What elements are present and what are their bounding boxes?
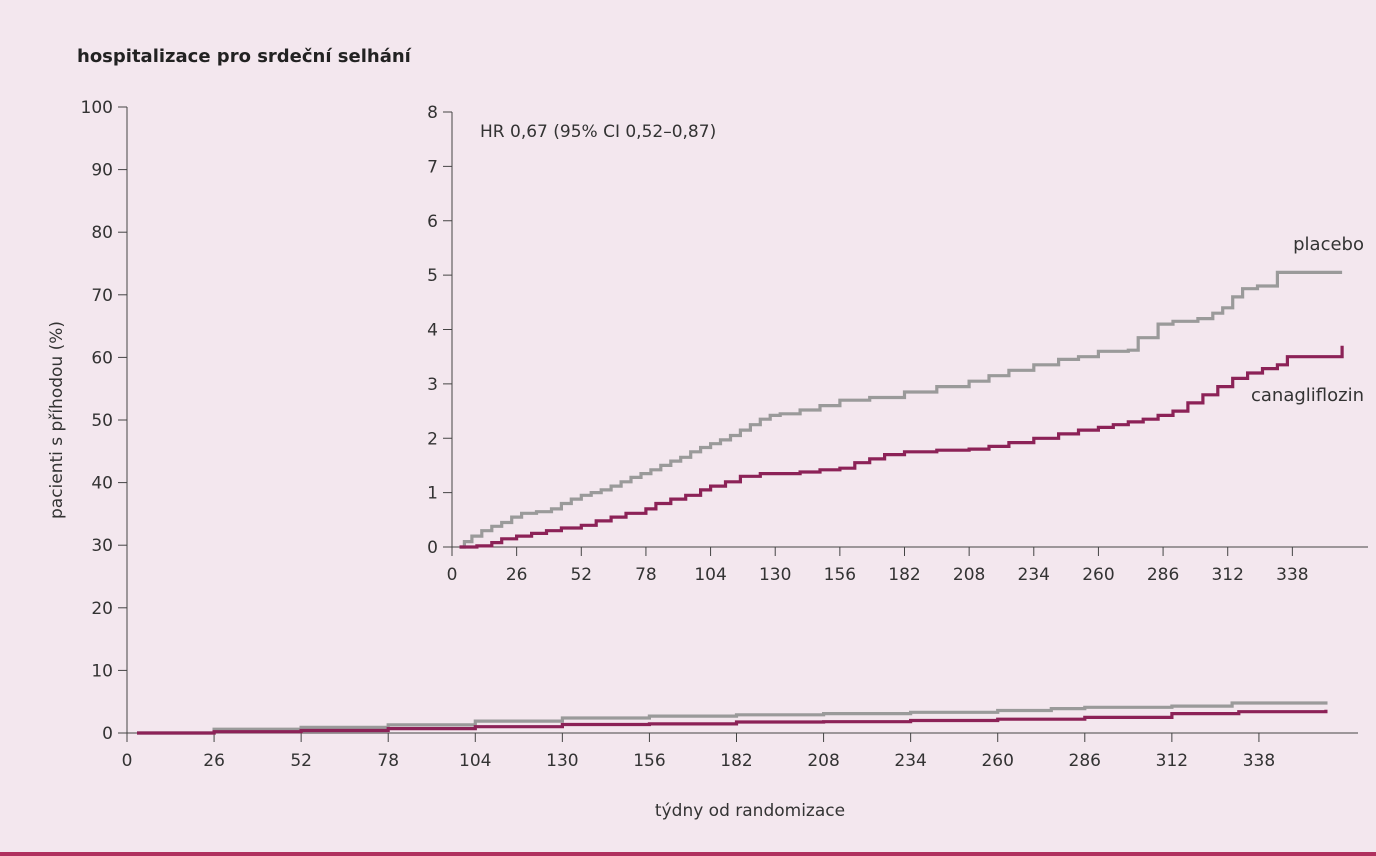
inset-series-placebo	[459, 270, 1343, 549]
inset-y-tick-label: 6	[427, 212, 438, 232]
inset-y-tick-label: 1	[427, 484, 438, 504]
main-x-tick-label: 130	[546, 751, 578, 771]
main-y-tick-label: 50	[91, 411, 113, 431]
inset-y-tick-label: 2	[427, 429, 438, 449]
inset-x-tick-label: 130	[759, 565, 791, 585]
legend-canagliflozin: canagliflozin	[1251, 385, 1364, 406]
main-x-tick-label: 0	[122, 751, 133, 771]
hazard-ratio-annotation: HR 0,67 (95% CI 0,52–0,87)	[480, 122, 716, 142]
main-x-tick-label: 156	[633, 751, 665, 771]
main-y-tick-label: 0	[102, 724, 113, 744]
inset-y-tick-label: 0	[427, 538, 438, 558]
main-y-tick-label: 30	[91, 536, 113, 556]
inset-y-tick-label: 8	[427, 103, 438, 123]
inset-x-tick-label: 208	[953, 565, 985, 585]
main-y-tick-label: 20	[91, 599, 113, 619]
inset-x-tick-label: 182	[888, 565, 920, 585]
main-x-tick-label: 52	[290, 751, 312, 771]
main-y-tick-label: 60	[91, 348, 113, 368]
main-y-tick-label: 100	[81, 98, 113, 118]
main-x-tick-label: 26	[203, 751, 225, 771]
inset-y-tick-label: 7	[427, 157, 438, 177]
main-x-tick-label: 338	[1243, 751, 1275, 771]
chart-title: hospitalizace pro srdeční selhání	[77, 46, 412, 67]
inset-y-tick-label: 5	[427, 266, 438, 286]
main-y-tick-label: 90	[91, 161, 113, 181]
main-y-tick-label: 70	[91, 286, 113, 306]
main-y-tick-label: 40	[91, 474, 113, 494]
main-x-tick-label: 104	[459, 751, 491, 771]
x-axis-title: týdny od randomizace	[655, 801, 845, 821]
inset-x-tick-label: 0	[447, 565, 458, 585]
main-x-tick-label: 286	[1069, 751, 1101, 771]
legend-placebo: placebo	[1293, 234, 1364, 255]
inset-y-tick-label: 3	[427, 375, 438, 395]
inset-x-tick-label: 312	[1211, 565, 1243, 585]
inset-x-tick-label: 156	[824, 565, 856, 585]
main-series-canagliflozin	[137, 709, 1328, 735]
bottom-rule	[0, 852, 1376, 856]
inset-x-tick-label: 104	[694, 565, 726, 585]
main-x-tick-label: 234	[894, 751, 926, 771]
inset-y-tick-label: 4	[427, 321, 438, 341]
main-x-tick-label: 260	[981, 751, 1013, 771]
inset-series-canagliflozin	[459, 345, 1344, 549]
inset-x-tick-label: 26	[506, 565, 528, 585]
inset-x-tick-label: 286	[1147, 565, 1179, 585]
inset-x-tick-label: 52	[570, 565, 592, 585]
main-x-tick-label: 182	[720, 751, 752, 771]
inset-x-tick-label: 260	[1082, 565, 1114, 585]
inset-x-tick-label: 234	[1018, 565, 1050, 585]
main-y-tick-label: 10	[91, 661, 113, 681]
inset-x-tick-label: 338	[1276, 565, 1308, 585]
main-x-tick-label: 208	[807, 751, 839, 771]
main-x-tick-label: 312	[1156, 751, 1188, 771]
main-x-tick-label: 78	[377, 751, 399, 771]
inset-x-tick-label: 78	[635, 565, 657, 585]
main-y-tick-label: 80	[91, 223, 113, 243]
y-axis-title: pacienti s příhodou (%)	[47, 321, 67, 519]
